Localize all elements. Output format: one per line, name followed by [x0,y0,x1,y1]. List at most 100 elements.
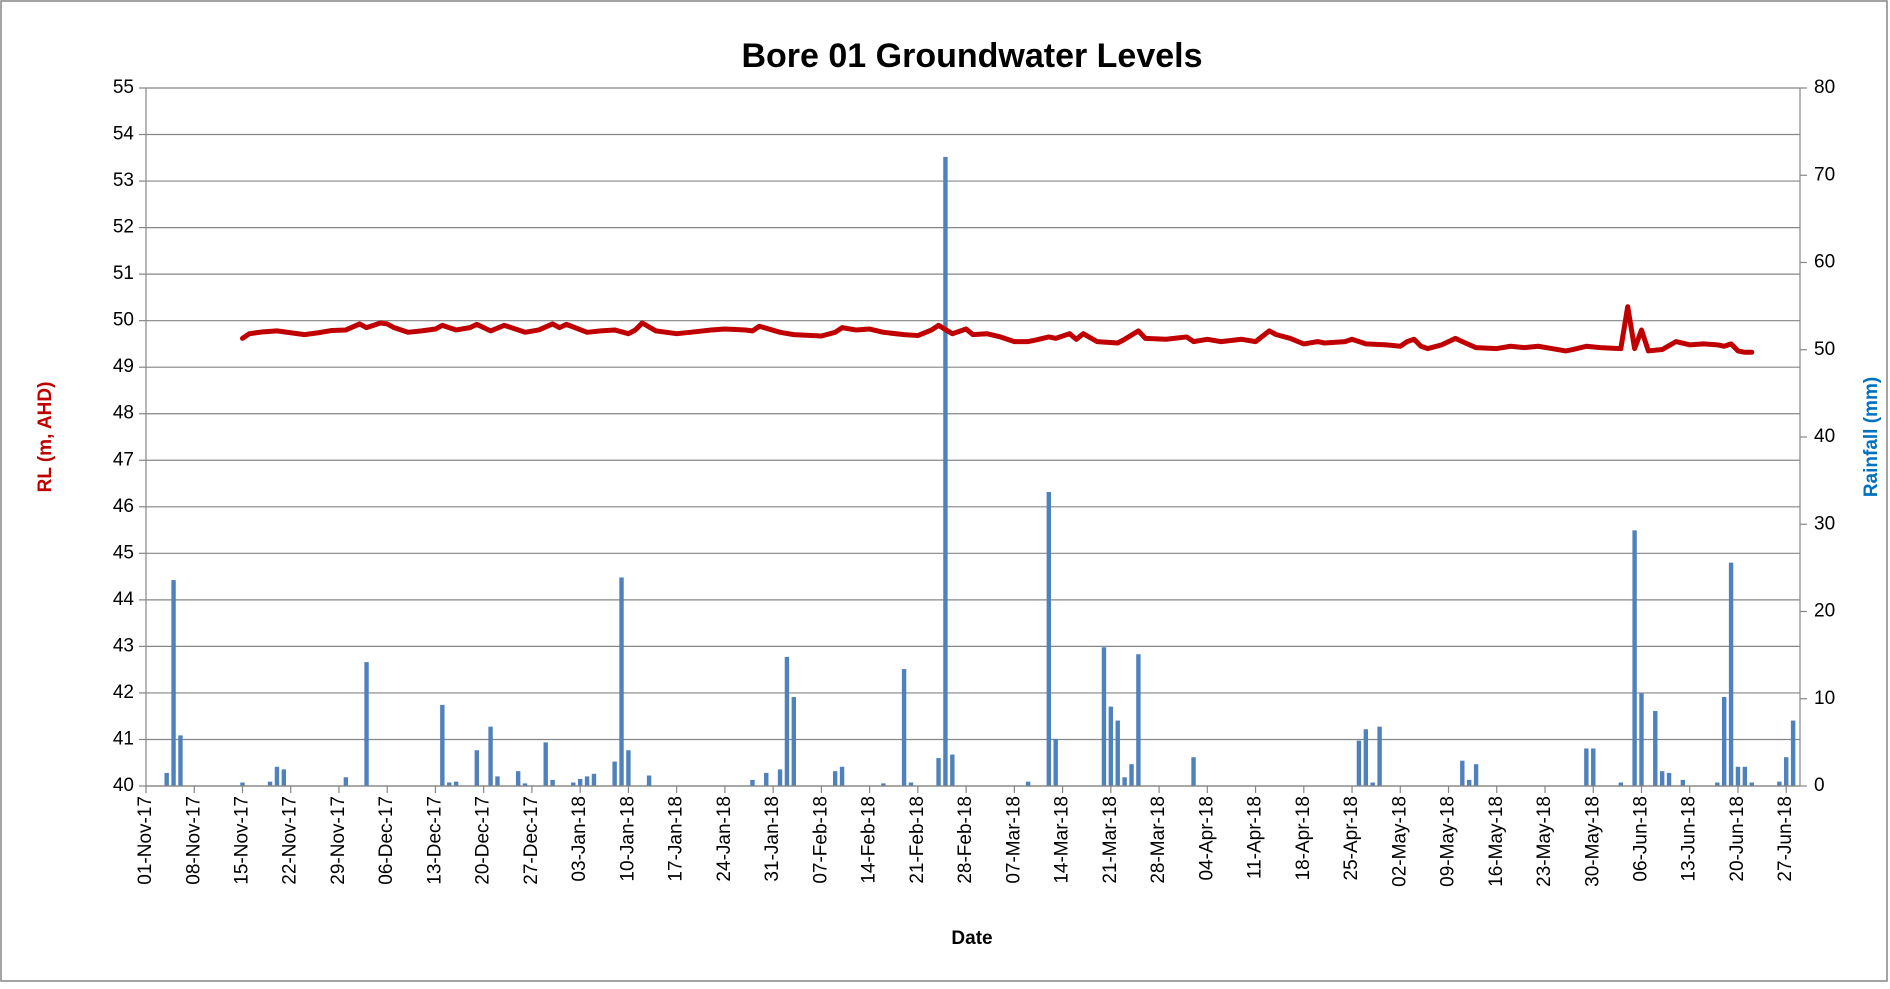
y-tick-label: 41 [113,728,134,749]
bar [488,726,493,786]
bar [440,704,445,786]
bar [584,776,590,786]
x-tick-label: 10-Jan-18 [617,796,638,882]
bar [1046,491,1052,786]
bar [1460,760,1465,786]
x-tick-label: 20-Jun-18 [1727,796,1748,882]
x-tick-label: 13-Dec-17 [424,796,445,885]
bar [839,766,845,786]
bar [784,656,790,786]
x-tick-label: 15-Nov-17 [231,796,252,885]
x-tick-label: 13-Jun-18 [1679,796,1700,882]
y-tick-label: 54 [113,124,135,145]
y2-tick-label: 30 [1814,513,1835,534]
bar [832,771,838,786]
bar [750,779,755,786]
x-tick-label: 04-Apr-18 [1196,796,1217,881]
bar [543,742,548,786]
bar [1721,697,1727,786]
bar [550,779,555,786]
y-tick-label: 48 [113,403,134,424]
y-tick-label: 49 [113,356,134,377]
bar [1136,654,1141,786]
x-tick-label: 22-Nov-17 [280,796,301,885]
bar [626,750,631,786]
bar [1666,772,1672,786]
bar [1653,710,1658,786]
x-tick-label: 16-May-18 [1486,796,1507,887]
x-tick-label: 06-Dec-17 [376,796,397,885]
bar [908,782,914,786]
y-axis-title: RL (m, AHD) [35,382,56,493]
x-tick-label: 31-Jan-18 [762,796,783,882]
bar [495,776,500,786]
bar [1129,764,1134,786]
bar [936,758,941,786]
bar [612,761,617,786]
bar [1356,740,1362,786]
y-tick-label: 46 [113,496,134,517]
bar [1749,782,1754,786]
bar [447,782,452,786]
bar [1784,757,1789,786]
y-tick-label: 47 [113,449,134,470]
line-layer [239,304,1755,355]
y-tick-label: 40 [113,775,134,796]
bar [281,769,287,786]
y-tick-label: 51 [113,263,134,284]
x-tick-label: 07-Mar-18 [1003,796,1024,884]
bar [1584,748,1589,786]
bar [1191,757,1196,786]
y-tick-label: 44 [113,589,135,610]
y2-axis-title: Rainfall (mm) [1861,377,1882,497]
bar [364,662,369,786]
x-tick-label: 21-Feb-18 [907,796,928,884]
y-tick-label: 43 [113,635,134,656]
bar [1639,693,1644,786]
y2-tick-label: 20 [1814,601,1835,622]
bar [1467,779,1472,786]
bar [764,772,769,786]
bar [343,777,349,786]
bar [1122,777,1127,786]
bar [901,669,907,786]
x-tick-label: 21-Mar-18 [1100,796,1121,884]
y2-tick-label: 60 [1814,252,1835,273]
y2-tick-label: 10 [1814,688,1835,709]
bar [1108,706,1114,786]
bar [943,156,948,787]
x-tick-label: 27-Dec-17 [521,796,542,885]
y-tick-label: 42 [113,682,134,703]
y2-tick-label: 80 [1814,77,1835,98]
bar [1632,530,1637,786]
x-tick-label: 27-Jun-18 [1775,796,1796,882]
bar [1363,729,1369,786]
bar-layer [164,156,1796,787]
y-tick-label: 50 [113,310,134,331]
bar [646,775,652,786]
bar [1777,781,1782,786]
bar [1680,779,1686,786]
x-tick-label: 23-May-18 [1534,796,1555,887]
bar [1377,726,1382,786]
x-axis-title: Date [951,928,992,949]
y-tick-label: 52 [113,217,134,238]
bar [881,783,886,786]
x-tick-label: 29-Nov-17 [328,796,349,885]
x-tick-label: 28-Feb-18 [955,796,976,884]
x-tick-label: 09-May-18 [1438,796,1459,887]
x-tick-label: 06-Jun-18 [1631,796,1652,882]
bar [1728,562,1734,786]
x-tick-label: 14-Feb-18 [859,796,880,884]
bar [164,772,169,786]
x-tick-label: 01-Nov-17 [135,796,156,885]
bar [1473,764,1479,786]
bar [791,697,797,786]
x-tick-label: 08-Nov-17 [183,796,204,885]
bar [274,766,280,786]
bar [1101,647,1107,786]
y2-tick-label: 50 [1814,339,1835,360]
y2-tick-label: 0 [1814,775,1825,796]
x-tick-label: 30-May-18 [1582,796,1603,887]
